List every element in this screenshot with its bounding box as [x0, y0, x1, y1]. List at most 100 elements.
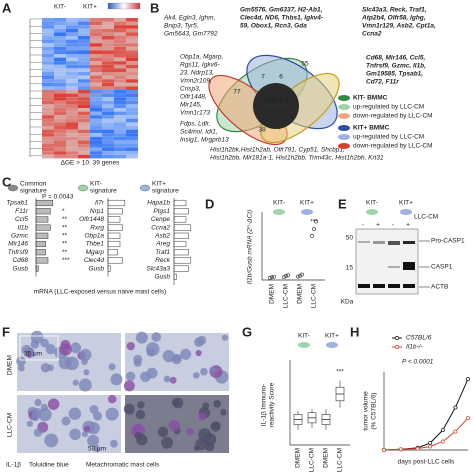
band	[403, 284, 415, 288]
heatmap-cell	[66, 129, 78, 134]
gene-list: Gm5576, Gm6337, H2-Ab1,	[240, 7, 323, 14]
heatmap-cell	[102, 18, 114, 22]
heatmap-cell	[42, 129, 54, 134]
heatmap-cell	[78, 118, 90, 123]
sign: +	[376, 222, 380, 229]
gene-list: 23, Ndrp13,	[179, 70, 214, 77]
heatmap-cell	[102, 104, 114, 108]
heatmap-cell	[90, 151, 102, 155]
heatmap-cell	[78, 18, 90, 22]
cell	[193, 444, 200, 451]
cell	[34, 398, 42, 407]
point	[415, 446, 420, 451]
heatmap-cell	[90, 147, 102, 152]
heatmap-cell	[54, 129, 66, 134]
heatmap-cell	[114, 28, 126, 33]
cell	[151, 332, 162, 342]
heatmap-cell	[78, 126, 90, 130]
heatmap-cell	[114, 57, 126, 62]
gene-list: Crisp3,	[180, 86, 201, 93]
heatmap-cell	[126, 154, 138, 159]
heatmap-cell	[42, 21, 54, 26]
heatmap-cell	[102, 90, 114, 94]
heatmap-cell	[102, 144, 114, 148]
cell	[137, 401, 145, 409]
venn-center	[253, 83, 299, 129]
panel-letter: A	[2, 0, 12, 15]
heatmap-cell	[90, 68, 102, 72]
heatmap-cell	[66, 154, 78, 159]
heatmap-cell	[126, 104, 138, 108]
cell	[78, 378, 92, 392]
cell	[93, 445, 101, 453]
heatmap-cell	[42, 79, 54, 83]
x-tick-label: DMEM	[323, 448, 330, 468]
category-label: Mgarp	[86, 249, 105, 256]
group-icon	[366, 209, 378, 215]
group-icon	[139, 184, 151, 192]
group-label: KIT+	[300, 200, 314, 207]
heatmap-cell	[66, 122, 78, 126]
heatmap-cell	[114, 46, 126, 51]
category-label: Asb2	[154, 233, 170, 240]
heatmap-cell	[66, 136, 78, 141]
gene-list: Hist1h2bb, Mir181a-1, Hist1h2bb, Trim43c…	[210, 155, 384, 162]
heatmap-cell	[90, 90, 102, 94]
heatmap-cell	[90, 82, 102, 87]
significance: **	[62, 249, 68, 256]
heatmap-cell	[66, 104, 78, 108]
heatmap-cell	[126, 93, 138, 98]
cell	[70, 342, 82, 354]
heatmap-cell	[102, 129, 114, 134]
annotation: P = 0.0043	[42, 194, 74, 201]
legend-swatch	[338, 134, 350, 140]
heatmap-cell	[90, 50, 102, 54]
heatmap-cell	[42, 68, 54, 72]
category-label: Cenpe	[151, 216, 171, 223]
heatmap-cell	[78, 72, 90, 76]
group-title: signature	[20, 188, 47, 195]
heatmap-cell	[114, 86, 126, 90]
point	[382, 448, 386, 452]
legend-swatch	[338, 113, 350, 119]
x-axis-label: days post-LLC cells	[398, 459, 455, 466]
heatmap-cell	[66, 72, 78, 76]
category-label: Ccna2	[151, 224, 170, 231]
cell	[221, 334, 228, 341]
heatmap-cell	[78, 151, 90, 155]
gene-list: Clec4d, ND6, Thbs1, Igkv4-	[240, 15, 323, 22]
heatmap-cell	[42, 115, 54, 119]
point	[286, 273, 290, 278]
heatmap-cell	[114, 79, 126, 83]
legend-label: Il1b-/-	[406, 344, 423, 351]
group-icon	[301, 209, 313, 215]
heatmap-cell	[114, 144, 126, 148]
heatmap-cell	[102, 115, 114, 119]
heatmap-cell	[54, 75, 66, 80]
heatmap-cell	[66, 43, 78, 47]
gene-list: Olfr1448,	[180, 94, 207, 101]
heatmap-cell	[42, 72, 54, 76]
heatmap-cell	[54, 86, 66, 90]
cell	[26, 420, 34, 427]
cell	[72, 379, 79, 386]
bar	[173, 232, 189, 239]
heatmap-cell	[54, 36, 66, 40]
heatmap-cell	[114, 93, 126, 98]
heatmap-cell	[42, 122, 54, 126]
series-line	[383, 378, 469, 451]
heatmap-cell	[90, 46, 102, 51]
gene-list: 59, Obox1, Rcn3, Gda	[240, 23, 307, 30]
cell	[123, 380, 135, 392]
cell	[40, 338, 49, 348]
cell	[135, 331, 148, 344]
heatmap-cell	[90, 43, 102, 47]
heatmap-cell	[126, 32, 138, 36]
heatmap-cell	[102, 79, 114, 83]
heatmap-cell	[54, 93, 66, 98]
heatmap-cell	[90, 111, 102, 116]
category-label: Tnfrsf9	[8, 249, 29, 256]
gene-list: Rgs11, Igkv6-	[180, 62, 220, 69]
band	[358, 284, 370, 288]
